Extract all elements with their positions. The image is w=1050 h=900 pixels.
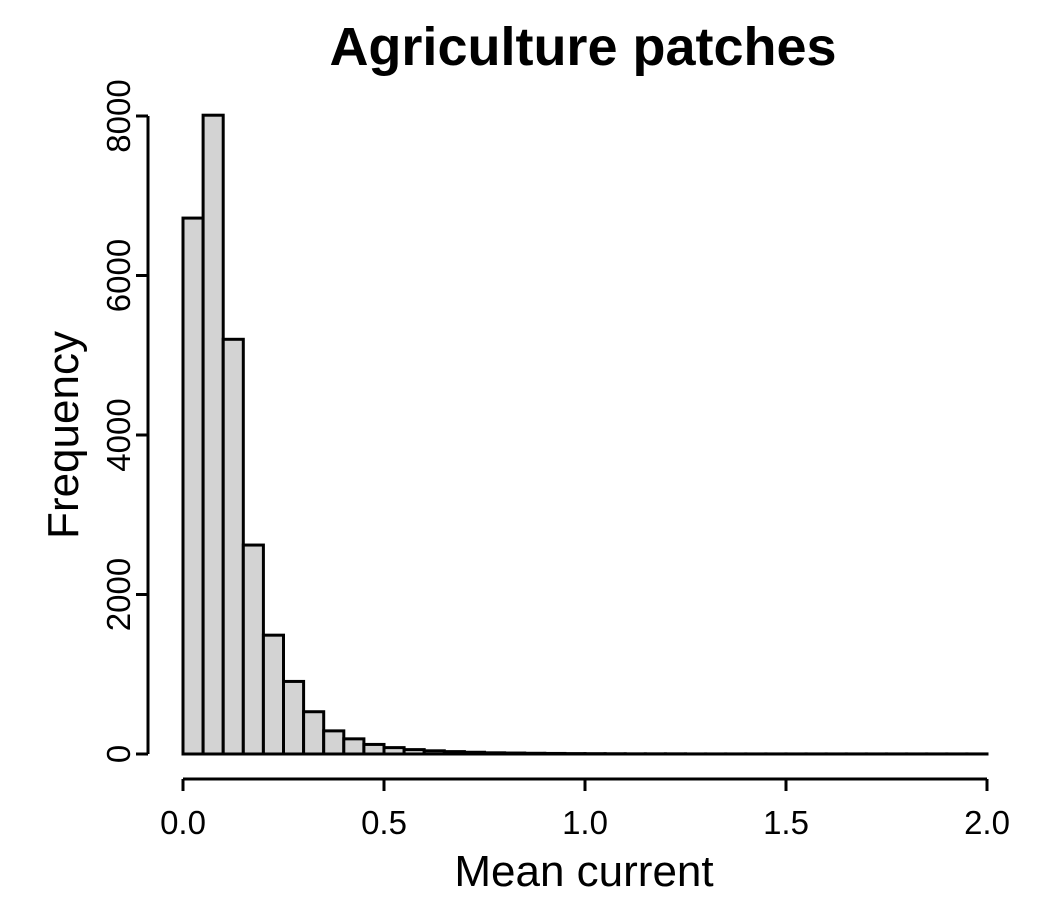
- histogram-bars: [181, 113, 989, 756]
- histogram-bar: [543, 751, 567, 756]
- histogram-bar: [402, 748, 426, 756]
- y-axis-label: Frequency: [39, 331, 88, 539]
- histogram-bar: [261, 633, 285, 756]
- histogram-bar: [442, 750, 466, 756]
- x-axis: 0.0 0.5 1.0 1.5 2.0: [160, 777, 1010, 841]
- x-tick-label: 2.0: [964, 804, 1010, 841]
- y-tick-label: 8000: [100, 79, 137, 152]
- chart-title: Agriculture patches: [329, 17, 836, 77]
- histogram-bar: [362, 742, 386, 756]
- histogram-bar: [483, 751, 507, 756]
- histogram-bar: [181, 216, 205, 756]
- x-tick-label: 0.5: [361, 804, 407, 841]
- histogram-bar: [241, 543, 265, 756]
- y-tick-label: 6000: [100, 239, 137, 312]
- x-tick-label: 0.0: [160, 804, 206, 841]
- histogram-bar: [201, 113, 225, 756]
- y-axis: 0 2000 4000 6000 8000: [100, 79, 150, 763]
- histogram-bar: [523, 751, 547, 756]
- histogram-bar: [422, 749, 446, 756]
- histogram-bar: [462, 750, 486, 756]
- histogram-bar: [302, 710, 326, 756]
- histogram-bar: [322, 729, 346, 756]
- y-tick-label: 2000: [100, 558, 137, 631]
- histogram-bar: [382, 746, 406, 756]
- histogram-bar: [282, 679, 306, 756]
- y-tick-label: 4000: [100, 398, 137, 471]
- histogram-bar: [221, 337, 245, 756]
- x-tick-label: 1.0: [562, 804, 608, 841]
- x-axis-label: Mean current: [454, 847, 713, 896]
- histogram-bar: [503, 751, 527, 756]
- x-tick-label: 1.5: [763, 804, 809, 841]
- y-tick-label: 0: [100, 745, 137, 763]
- histogram-bar: [342, 737, 366, 756]
